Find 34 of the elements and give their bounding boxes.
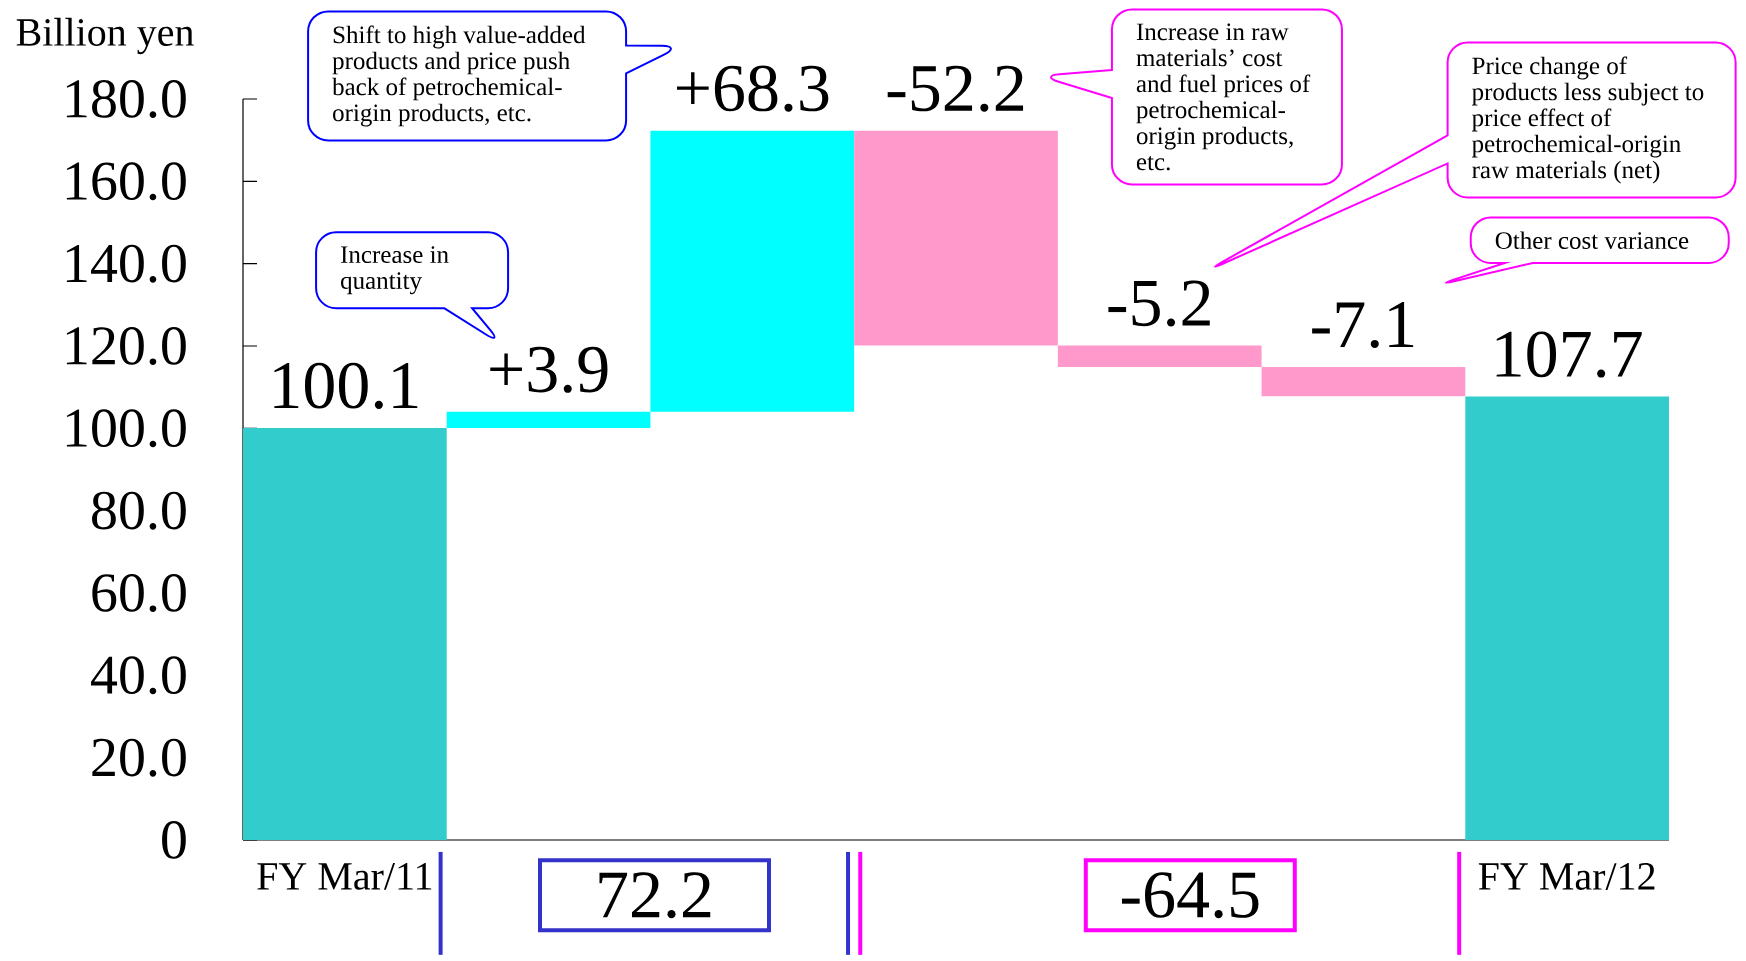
- annotation: Increase in raw materials’ cost and fuel prices of petrochemical-origin products, etc.: [1136, 23, 1311, 171]
- annotation: Price change of products less subject to price effect of petrochemical-origin raw materials (net): [1472, 56, 1704, 184]
- y-tick-label: 40.0: [91, 656, 186, 695]
- data-label: 100.1: [274, 362, 418, 409]
- bar: [446, 411, 651, 428]
- y-axis-title: Billion yen: [16, 17, 194, 55]
- data-label: -52.2: [887, 65, 1024, 112]
- data-label: -7.1: [1312, 302, 1414, 348]
- annotation: Increase in quantity: [341, 246, 449, 295]
- text: -64.5: [1121, 872, 1259, 919]
- annotation: Shift to high value-added products and price push back of petrochemical-origin products, etc.: [332, 25, 586, 127]
- data-label: 107.7: [1496, 331, 1642, 378]
- y-tick-label: 120.0: [66, 326, 186, 365]
- bar: [1261, 366, 1466, 397]
- bar: [1465, 396, 1670, 840]
- y-tick-label: 140.0: [66, 244, 186, 283]
- y-tick-label: 80.0: [92, 491, 186, 530]
- y-tick-label: 100.0: [66, 409, 186, 448]
- y-tick-label: 60.0: [92, 573, 186, 612]
- bar: [650, 130, 855, 412]
- x-tick-label: FY Mar/12: [1478, 863, 1655, 890]
- y-tick-label: 180.0: [66, 79, 186, 118]
- data-label: +3.9: [490, 346, 608, 393]
- bar: [854, 130, 1058, 346]
- text: 72.2: [599, 872, 711, 919]
- y-tick-label: 0: [162, 821, 186, 859]
- bar: [243, 427, 447, 840]
- x-tick-label: FY Mar/11: [257, 863, 432, 890]
- y-tick-label: 160.0: [66, 162, 186, 201]
- bar: [1057, 345, 1262, 367]
- y-tick-label: 20.0: [92, 738, 186, 777]
- annotation: Other cost variance: [1495, 231, 1689, 249]
- data-label: -5.2: [1108, 280, 1210, 327]
- data-label: +68.3: [677, 65, 829, 112]
